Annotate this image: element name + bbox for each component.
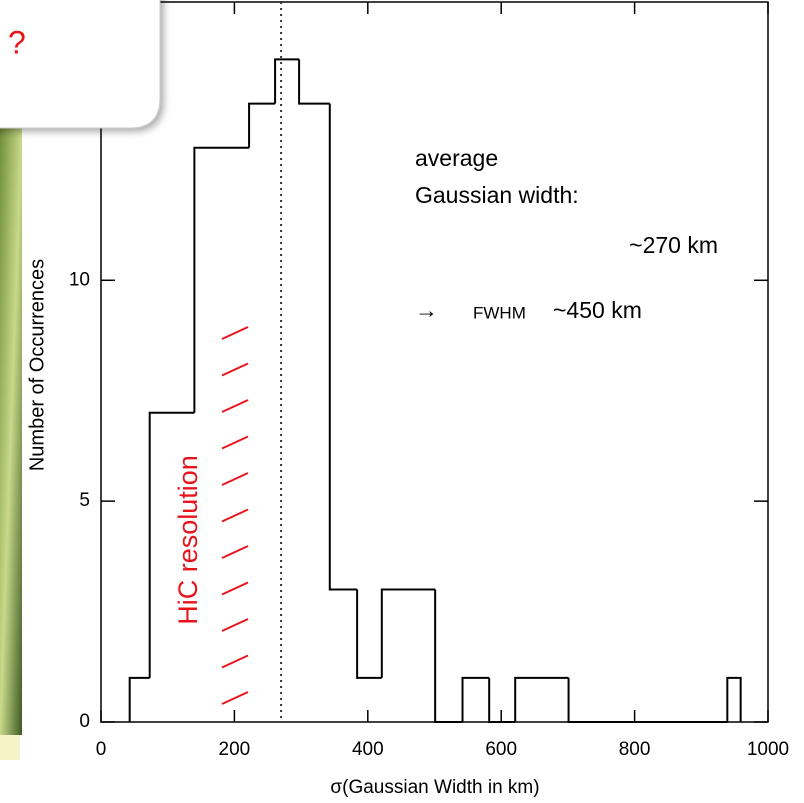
histogram-step [128, 676, 150, 722]
resolution-label: HiC resolution [173, 455, 203, 625]
callout-text: ? [8, 24, 26, 60]
annotation: ~450 km [553, 297, 642, 323]
background-image-strip [0, 128, 22, 735]
histogram-step [248, 102, 276, 148]
callout-box [0, 0, 161, 129]
annotation: ~270 km [629, 232, 718, 258]
y-tick-label: 5 [79, 490, 90, 511]
histogram-step [726, 676, 742, 722]
x-tick-label: 400 [352, 739, 384, 760]
histogram-step [567, 677, 728, 723]
annotation: → [415, 297, 438, 323]
resolution-hatch [221, 691, 249, 705]
x-tick-label: 1000 [747, 739, 789, 760]
resolution-hatch [221, 581, 249, 596]
histogram-step [274, 58, 300, 104]
annotation: Gaussian width: [415, 182, 579, 208]
histogram-step [488, 677, 516, 723]
histogram-step [434, 589, 463, 723]
x-axis-label: σ(Gaussian Width in km) [330, 777, 539, 798]
resolution-hatch [221, 399, 249, 413]
x-tick-label: 200 [219, 739, 251, 760]
resolution-hatch [221, 618, 249, 632]
resolution-hatch [221, 545, 249, 559]
y-tick-label: 0 [79, 711, 90, 732]
resolution-hatch [221, 472, 249, 486]
x-tick-label: 800 [619, 739, 651, 760]
histogram-step [193, 146, 250, 413]
x-tick-label: 0 [96, 739, 107, 760]
histogram-step [298, 59, 330, 105]
resolution-hatch [221, 362, 249, 377]
annotation: FWHM [473, 303, 526, 322]
resolution-hatch [221, 508, 249, 523]
histogram-step [461, 676, 490, 722]
histogram-step [148, 411, 195, 678]
histogram-step [514, 676, 569, 722]
histogram-step [328, 103, 358, 591]
background-patch [0, 735, 20, 760]
histogram-step [356, 589, 382, 679]
resolution-hatch [221, 326, 249, 340]
y-tick-label: 10 [69, 269, 90, 290]
y-axis-label: Number of Occurrences [26, 259, 48, 471]
annotation: average [415, 145, 498, 171]
resolution-hatch [221, 654, 249, 669]
resolution-hatch [221, 435, 249, 450]
histogram-step [380, 588, 436, 678]
x-tick-label: 600 [485, 739, 517, 760]
